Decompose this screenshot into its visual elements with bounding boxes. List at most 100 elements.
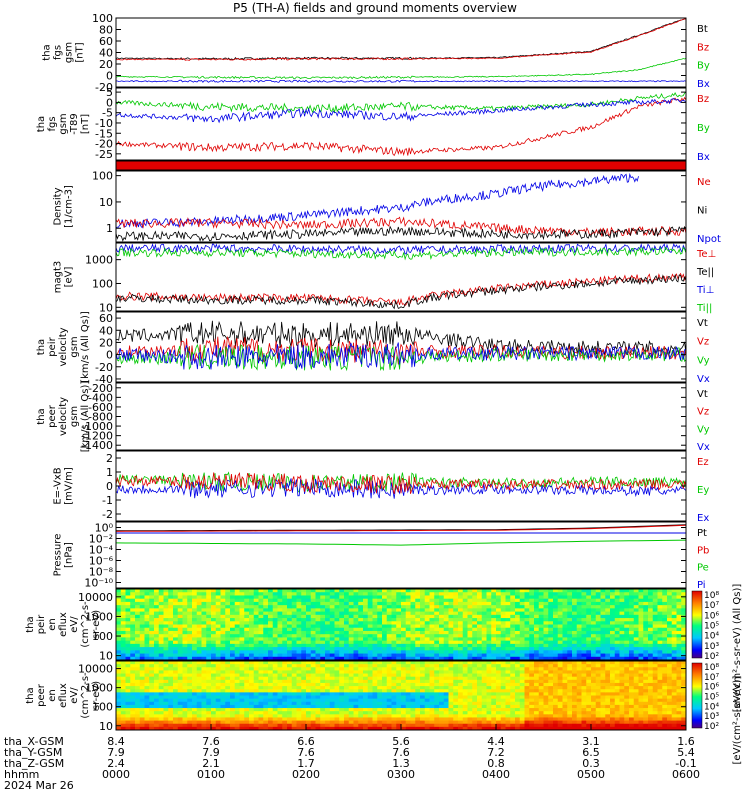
heatmap-cell [344,664,350,668]
heatmap-cell [291,714,297,718]
heatmap-cell [192,614,198,619]
heatmap-cell [595,640,601,645]
colorbar-tick-label: 10² [704,652,719,662]
heatmap-cell [401,653,407,658]
heatmap-cell [453,650,459,654]
heatmap-cell [576,592,582,596]
heatmap-cell [519,656,525,661]
heatmap-cell [211,630,217,635]
heatmap-cell [163,637,169,642]
heatmap-cell [130,614,136,619]
heatmap-cell [657,656,663,661]
heatmap-cell [177,711,183,715]
heatmap-cell [135,708,141,712]
heatmap-cell [201,670,207,674]
heatmap-cell [116,695,122,700]
heatmap-cell [244,598,250,603]
heatmap-cell [168,670,174,674]
heatmap-cell [168,704,174,709]
heatmap-cell [481,717,487,721]
heatmap-cell [263,650,269,654]
heatmap-cell [662,621,668,625]
heatmap-cell [443,723,449,728]
heatmap-cell [458,624,464,629]
heatmap-cell [287,656,293,661]
heatmap-cell [614,618,620,622]
heatmap-cell [244,708,250,712]
heatmap-cell [258,618,264,622]
heatmap-cell [548,692,554,696]
heatmap-cell [258,592,264,596]
heatmap-cell [325,726,331,731]
heatmap-cell [676,643,682,648]
heatmap-cell [234,698,240,703]
heatmap-cell [453,667,459,671]
heatmap-cell [339,605,345,609]
heatmap-cell [249,682,255,687]
heatmap-cell [363,704,369,709]
heatmap-cell [320,611,326,616]
heatmap-cell [130,723,136,728]
heatmap-cell [154,686,160,690]
heatmap-cell [306,640,312,645]
heatmap-cell [130,717,136,721]
heatmap-cell [277,621,283,625]
heatmap-cell [363,643,369,648]
heatmap-cell [605,650,611,654]
heatmap-cell [472,637,478,642]
heatmap-cell [363,611,369,616]
heatmap-cell [306,673,312,678]
heatmap-cell [139,608,145,612]
heatmap-cell [149,643,155,648]
heatmap-cell [648,621,654,625]
heatmap-cell [163,695,169,700]
heatmap-cell [410,695,416,700]
heatmap-cell [168,676,174,681]
heatmap-cell [315,682,321,687]
heatmap-cell [206,676,212,681]
heatmap-cell [282,723,288,728]
heatmap-cell [439,726,445,731]
heatmap-cell [310,618,316,622]
heatmap-cell [315,653,321,658]
heatmap-cell [529,624,535,629]
heatmap-cell [339,723,345,728]
heatmap-cell [310,692,316,696]
heatmap-cell [149,605,155,609]
heatmap-cell [491,711,497,715]
heatmap-cell [315,643,321,648]
heatmap-cell [439,714,445,718]
heatmap-cell [472,723,478,728]
heatmap-cell [296,647,302,651]
heatmap-cell [154,643,160,648]
heatmap-cell [206,589,212,593]
heatmap-cell [173,717,179,721]
heatmap-cell [462,704,468,709]
heatmap-cell [220,664,226,668]
heatmap-cell [358,650,364,654]
heatmap-cell [420,695,426,700]
heatmap-cell [139,624,145,629]
heatmap-cell [429,589,435,593]
heatmap-cell [220,720,226,725]
heatmap-cell [272,673,278,678]
heatmap-cell [253,608,259,612]
heatmap-cell [386,634,392,638]
heatmap-cell [249,627,255,632]
heatmap-cell [448,714,454,718]
heatmap-cell [220,608,226,612]
heatmap-cell [253,704,259,709]
heatmap-cell [610,624,616,629]
y-axis-label: en [47,618,58,631]
series-by-line [115,91,687,114]
heatmap-cell [524,611,530,616]
heatmap-cell [277,634,283,638]
heatmap-cell [567,667,573,671]
heatmap-cell [239,618,245,622]
heatmap-cell [581,624,587,629]
heatmap-cell [500,701,506,706]
heatmap-cell [144,701,150,706]
heatmap-cell [367,701,373,706]
heatmap-cell [429,650,435,654]
heatmap-cell [339,673,345,678]
